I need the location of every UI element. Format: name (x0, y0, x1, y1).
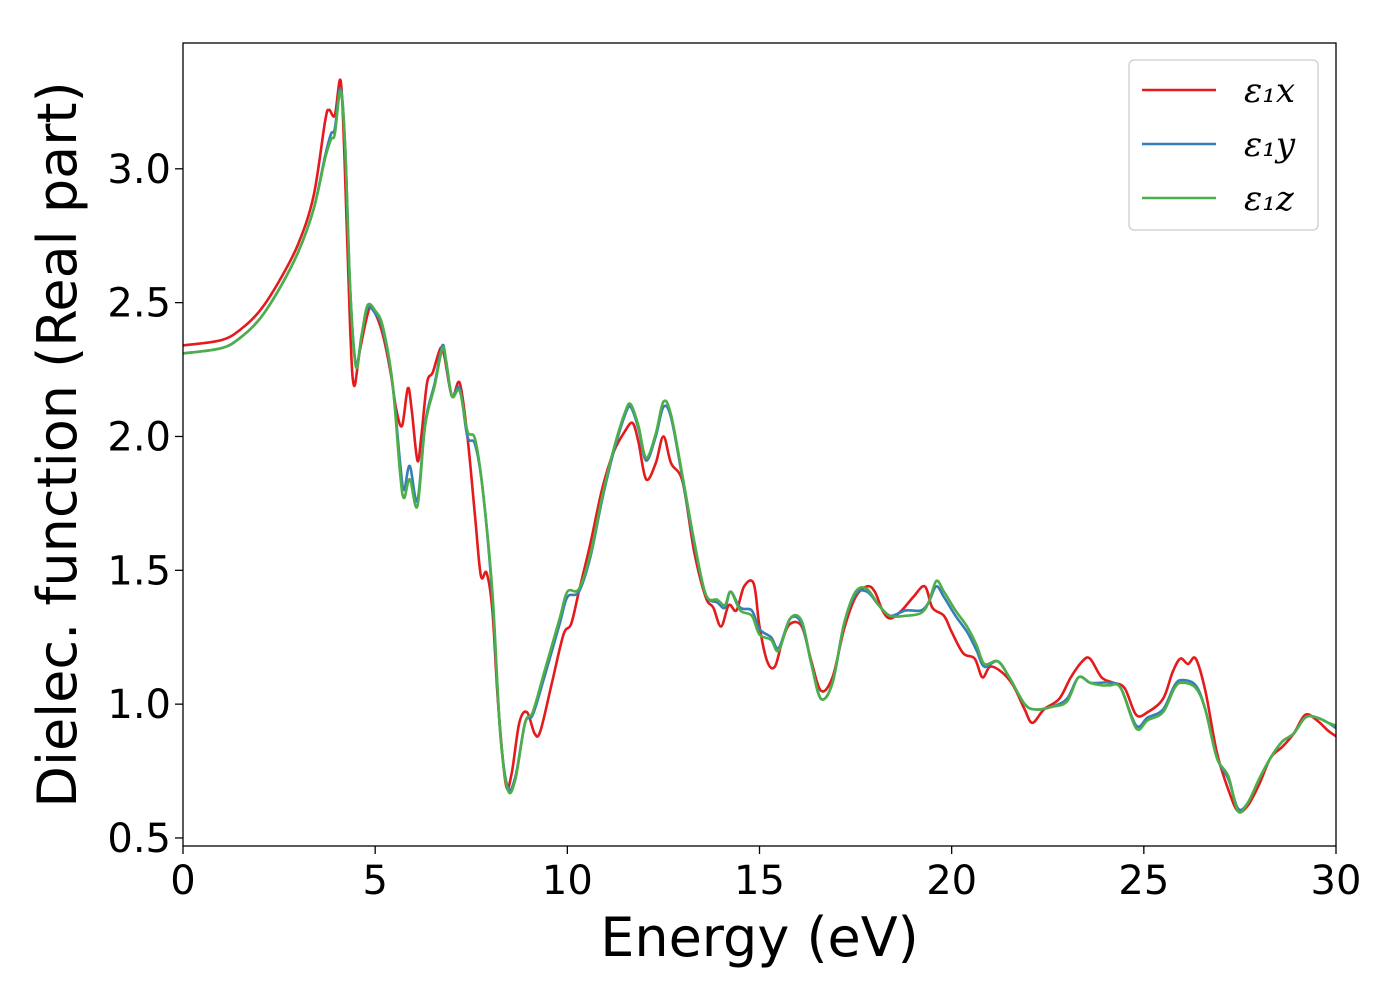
x-tick-label: 15 (734, 858, 785, 904)
y-axis-label: Dielec. function (Real part) (26, 81, 89, 807)
x-axis-label: Energy (eV) (600, 906, 919, 969)
series-line-2 (183, 89, 1336, 814)
legend-frame (1128, 59, 1319, 231)
x-tick-label: 25 (1118, 858, 1169, 904)
y-tick-label: 2.5 (107, 281, 171, 327)
series-layer (183, 78, 1336, 814)
x-axis: 0 5 10 15 20 25 30 (170, 846, 1361, 904)
legend-label-2: ε₁z (1244, 179, 1295, 219)
y-tick-label: 0.5 (107, 816, 171, 862)
y-tick-label: 1.5 (107, 548, 171, 594)
y-axis: 0.5 1.0 1.5 2.0 2.5 3.0 (107, 147, 183, 862)
legend: ε₁x ε₁y ε₁z (1128, 59, 1319, 231)
x-tick-label: 0 (170, 858, 195, 904)
x-tick-label: 5 (362, 858, 387, 904)
x-tick-label: 10 (542, 858, 593, 904)
x-tick-label: 30 (1311, 858, 1362, 904)
y-tick-label: 3.0 (107, 147, 171, 193)
legend-label-1: ε₁y (1244, 125, 1296, 165)
y-tick-label: 2.0 (107, 414, 171, 460)
legend-label-0: ε₁x (1244, 71, 1295, 111)
y-tick-label: 1.0 (107, 682, 171, 728)
x-tick-label: 20 (926, 858, 977, 904)
